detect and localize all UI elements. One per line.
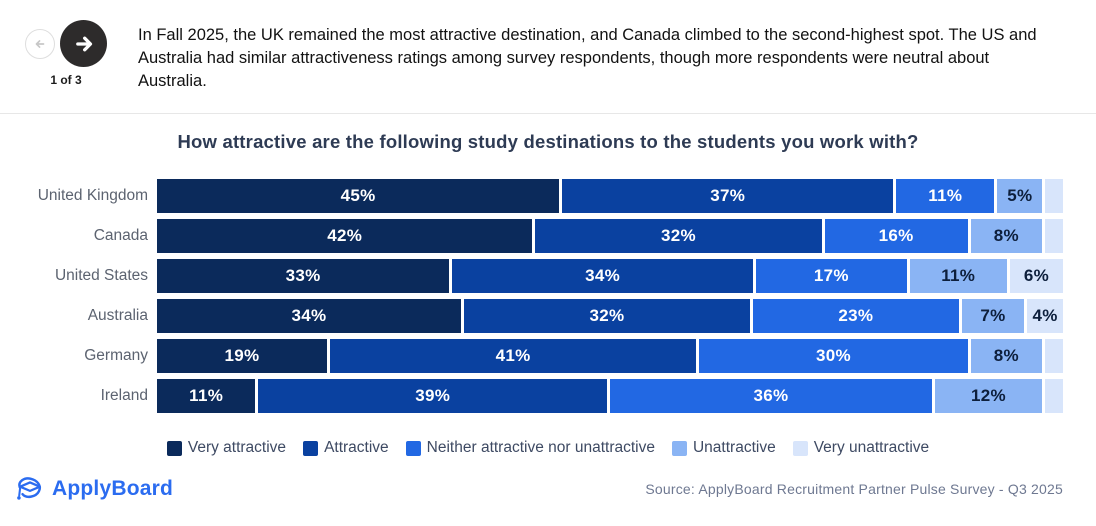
legend-label: Neither attractive nor unattractive [426, 439, 655, 456]
legend-swatch-icon [671, 440, 687, 456]
legend-item-neither-attractive-nor-unattractive: Neither attractive nor unattractive [405, 439, 655, 457]
bar-stack: 34% 32% 23% 7% 4% [157, 299, 1063, 333]
bar-stack: 42% 32% 16% 8% [157, 219, 1063, 253]
segment-attractive: 32% [463, 299, 751, 333]
chart-row-canada: Canada 42% 32% 16% 8% [0, 219, 1063, 253]
segment-very-attractive: 19% [157, 339, 327, 373]
chart-legend: Very attractive Attractive Neither attract… [0, 439, 1096, 457]
category-label: Australia [87, 307, 148, 324]
legend-item-unattractive: Unattractive [671, 439, 776, 457]
stacked-bar-chart: United Kingdom 45% 37% 11% 5% Canada 42% 32% 16%… [0, 179, 1096, 413]
prev-slide-button[interactable] [25, 28, 55, 59]
summary-text: In Fall 2025, the UK remained the most a… [138, 26, 1037, 90]
segment-neither-attractive-nor-unattractive: 36% [610, 379, 932, 413]
segment-very-unattractive: 4% [1027, 299, 1063, 333]
category-label: Ireland [100, 387, 148, 404]
carousel-nav-buttons [25, 20, 107, 67]
segment-very-unattractive [1045, 339, 1063, 373]
legend-swatch-icon [303, 440, 319, 456]
category-label: Canada [93, 227, 148, 244]
category-label: United Kingdom [37, 187, 148, 204]
applyboard-logo: ApplyBoard [14, 474, 173, 504]
segment-very-attractive: 33% [157, 259, 450, 293]
legend-label: Very attractive [187, 439, 287, 456]
legend-swatch-icon [166, 440, 182, 456]
segment-neither-attractive-nor-unattractive: 17% [756, 259, 907, 293]
segment-unattractive: 11% [909, 259, 1007, 293]
legend-swatch-icon [792, 440, 808, 456]
legend-label: Very unattractive [813, 439, 930, 456]
segment-neither-attractive-nor-unattractive: 16% [824, 219, 968, 253]
segment-unattractive: 5% [997, 179, 1043, 213]
segment-very-unattractive [1045, 219, 1063, 253]
segment-neither-attractive-nor-unattractive: 11% [896, 179, 995, 213]
bar-stack: 45% 37% 11% 5% [157, 179, 1063, 213]
carousel-nav: 1 of 3 [16, 20, 116, 87]
arrow-left-icon [33, 37, 47, 51]
segment-unattractive: 8% [970, 339, 1043, 373]
segment-attractive: 37% [562, 179, 894, 213]
segment-attractive: 32% [535, 219, 822, 253]
segment-very-attractive: 45% [157, 179, 560, 213]
segment-very-unattractive: 6% [1009, 259, 1063, 293]
segment-neither-attractive-nor-unattractive: 30% [699, 339, 968, 373]
bar-stack: 19% 41% 30% 8% [157, 339, 1063, 373]
segment-unattractive: 12% [934, 379, 1043, 413]
header-divider [0, 113, 1096, 114]
segment-very-attractive: 11% [157, 379, 256, 413]
chart-row-australia: Australia 34% 32% 23% 7% 4% [0, 299, 1063, 333]
chart-row-united-states: United States 33% 34% 17% 11% 6% [0, 259, 1063, 293]
arrow-right-icon [73, 33, 95, 55]
segment-unattractive: 8% [970, 219, 1043, 253]
chart-row-germany: Germany 19% 41% 30% 8% [0, 339, 1063, 373]
legend-swatch-icon [405, 440, 421, 456]
bar-stack: 33% 34% 17% 11% 6% [157, 259, 1063, 293]
next-slide-button[interactable] [60, 20, 107, 67]
chart-section: How attractive are the following study d… [0, 131, 1096, 457]
header: 1 of 3 In Fall 2025, the UK remained the… [0, 0, 1096, 113]
source-text: Source: ApplyBoard Recruitment Partner P… [645, 481, 1063, 497]
chart-row-united-kingdom: United Kingdom 45% 37% 11% 5% [0, 179, 1063, 213]
category-label: United States [54, 267, 148, 284]
segment-very-unattractive [1045, 379, 1063, 413]
chart-row-ireland: Ireland 11% 39% 36% 12% [0, 379, 1063, 413]
segment-unattractive: 7% [961, 299, 1025, 333]
segment-attractive: 41% [329, 339, 697, 373]
bar-stack: 11% 39% 36% 12% [157, 379, 1063, 413]
segment-very-attractive: 34% [157, 299, 461, 333]
legend-item-very-unattractive: Very unattractive [792, 439, 930, 457]
category-label: Germany [84, 347, 148, 364]
legend-label: Unattractive [692, 439, 776, 456]
segment-attractive: 34% [452, 259, 754, 293]
segment-neither-attractive-nor-unattractive: 23% [753, 299, 959, 333]
footer: ApplyBoard Source: ApplyBoard Recruitmen… [0, 474, 1096, 504]
legend-item-attractive: Attractive [303, 439, 389, 457]
chart-title: How attractive are the following study d… [177, 131, 919, 152]
segment-very-unattractive [1045, 179, 1063, 213]
slide-counter: 1 of 3 [50, 73, 82, 87]
legend-label: Attractive [324, 439, 389, 456]
graduation-cap-icon [14, 474, 46, 504]
legend-item-very-attractive: Very attractive [166, 439, 287, 457]
segment-very-attractive: 42% [157, 219, 533, 253]
segment-attractive: 39% [258, 379, 607, 413]
applyboard-wordmark: ApplyBoard [52, 477, 174, 500]
